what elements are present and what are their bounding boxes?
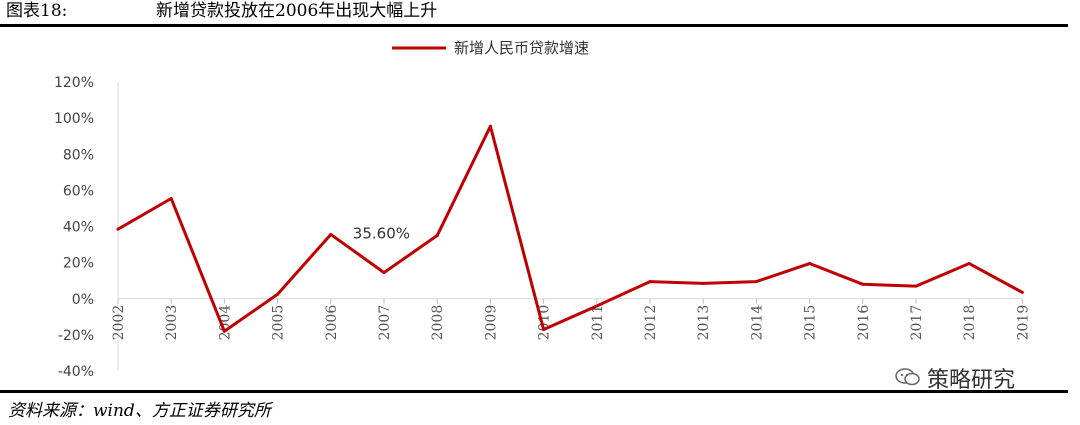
data-point: [276, 292, 280, 296]
x-tick-label: 2016: [856, 305, 872, 341]
x-tick-label: 2012: [643, 305, 659, 341]
watermark: 策略研究: [895, 362, 1015, 394]
y-tick-label: 0%: [72, 292, 94, 308]
figure-label: 图表18:: [6, 1, 68, 21]
x-tick-label: 2004: [217, 305, 233, 341]
bottom-rule: [0, 390, 1068, 393]
y-tick-labels: 120% 100% 80% 60% 40% 20% 0% -20% -40%: [54, 75, 94, 380]
x-tick-label: 2006: [324, 305, 340, 341]
data-point: [169, 197, 173, 201]
x-tick-label: 2002: [111, 305, 127, 341]
data-point: [1020, 290, 1024, 294]
data-point: [116, 227, 120, 231]
series-line: [117, 124, 1024, 333]
wechat-icon: [895, 367, 921, 393]
y-tick-label: -40%: [58, 364, 94, 380]
x-tick-label: 2015: [803, 305, 819, 341]
data-point: [808, 262, 812, 266]
top-rule: [0, 24, 1068, 27]
legend-label: 新增人民币贷款增速: [454, 39, 589, 57]
data-point: [382, 271, 386, 275]
data-points: [116, 124, 1024, 333]
x-tick-label: 2008: [430, 305, 446, 341]
y-tick-label: -20%: [58, 328, 94, 344]
data-label-2006: 35.60%: [353, 224, 410, 242]
x-tick-label: 2005: [271, 305, 287, 341]
x-tick-label: 2019: [1015, 305, 1031, 341]
data-point: [542, 327, 546, 331]
x-tick-label: 2003: [164, 305, 180, 341]
y-tick-label: 20%: [63, 256, 94, 272]
chart-legend: 新增人民币贷款增速: [392, 39, 589, 57]
y-tick-label: 80%: [63, 147, 94, 163]
x-tick-label: 2009: [483, 305, 499, 341]
data-point: [648, 280, 652, 284]
x-tick-label: 2007: [377, 305, 393, 341]
x-tick-label: 2013: [696, 305, 712, 341]
figure-title: 图表18: 新增贷款投放在2006年出现大幅上升: [6, 0, 437, 22]
data-point: [435, 234, 439, 238]
y-tick-label: 40%: [63, 220, 94, 236]
data-point: [595, 304, 599, 308]
x-tick-label: 2017: [909, 305, 925, 341]
x-tick-label: 2014: [749, 305, 765, 341]
data-point: [754, 280, 758, 284]
x-tick-label: 2011: [590, 305, 606, 341]
data-point: [914, 284, 918, 288]
y-tick-label: 100%: [54, 111, 94, 127]
x-tick-labels: 2002 2003 2004 2005 2006 2007 2008 2009 2010 2011…: [111, 298, 1031, 341]
source-note: 资料来源：wind、方正证券研究所: [8, 401, 271, 421]
data-point: [967, 262, 971, 266]
data-point: [488, 124, 492, 128]
line-chart: 新增人民币贷款增速 120% 100% 80% 60% 40% 20% 0% -20% -40%…: [54, 39, 1031, 380]
data-point: [861, 282, 865, 286]
data-point: [329, 232, 333, 236]
y-tick-label: 120%: [54, 75, 94, 91]
data-point: [701, 281, 705, 285]
data-point: [222, 329, 226, 333]
watermark-text: 策略研究: [927, 368, 1016, 393]
x-tick-label: 2018: [962, 305, 978, 341]
y-tick-label: 60%: [63, 183, 94, 199]
figure-caption: 新增贷款投放在2006年出现大幅上升: [156, 1, 438, 21]
